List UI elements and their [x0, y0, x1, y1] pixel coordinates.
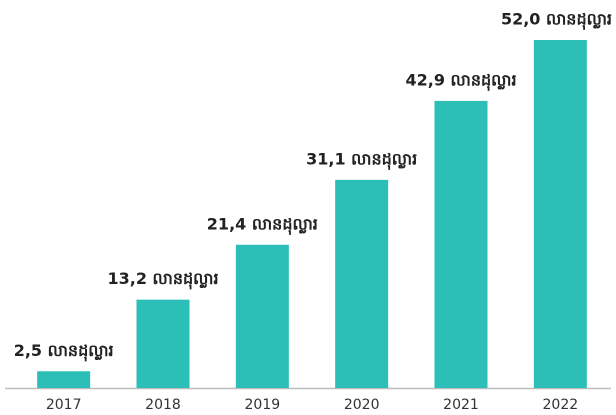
value-label: 2,5 លានដុល្លារ	[14, 341, 114, 362]
value-label: 42,9 លានដុល្លារ	[405, 70, 516, 91]
x-tick-label: 2020	[344, 397, 380, 413]
value-label: 21,4 លានដុល្លារ	[207, 214, 318, 235]
x-tick-label: 2018	[145, 397, 181, 413]
bar	[533, 40, 587, 388]
value-label: 13,2 លានដុល្លារ	[107, 269, 218, 290]
bar	[235, 244, 289, 388]
bar	[37, 371, 91, 388]
value-label: 31,1 លានដុល្លារ	[306, 149, 417, 170]
bar	[434, 100, 488, 389]
bar	[335, 179, 389, 388]
x-tick-label: 2019	[245, 397, 281, 413]
x-tick-label: 2021	[443, 397, 479, 413]
value-label: 52,0 លានដុល្លារ	[501, 10, 612, 31]
x-tick-label: 2017	[46, 397, 82, 413]
x-tick-label: 2022	[543, 397, 579, 413]
bar	[136, 299, 190, 388]
